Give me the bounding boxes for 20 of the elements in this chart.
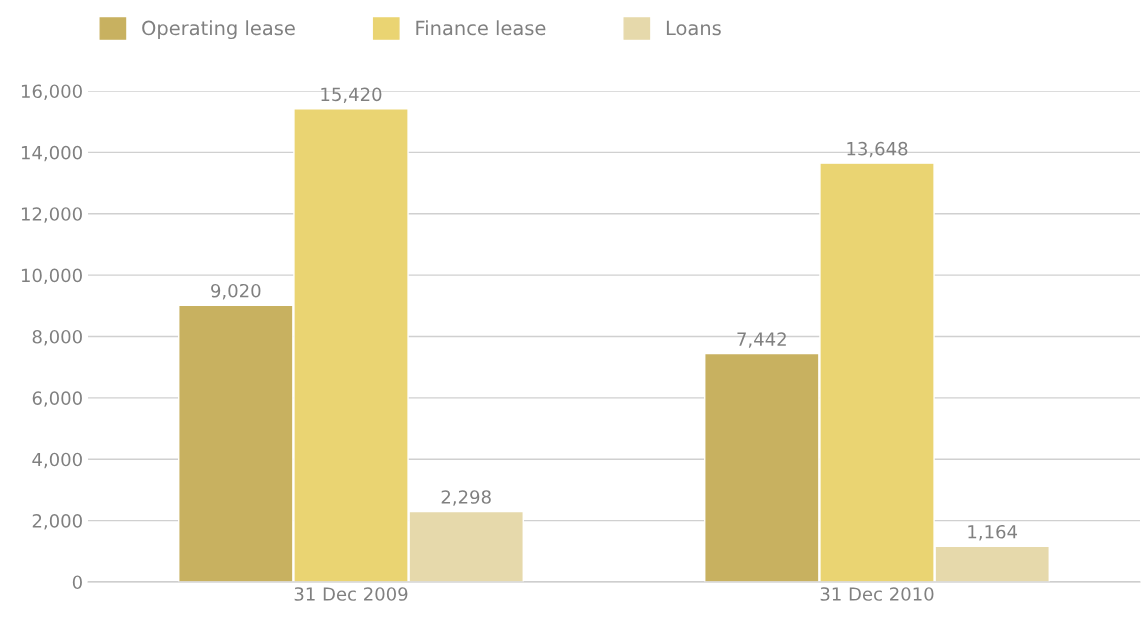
y-tick-label: 12,000 [21,207,82,223]
y-tick-label: 6,000 [32,391,82,407]
legend-label: Operating lease [142,20,295,40]
x-tick-label: 31 Dec 2009 [294,587,408,601]
legend-label: Finance lease [416,20,546,36]
data-label: 9,020 [211,283,261,300]
data-label: 13,648 [847,141,908,158]
data-label: 7,442 [737,332,786,348]
y-tick-label: 0 [72,575,82,590]
data-label: 2,298 [441,490,491,506]
legend-label: Loans [666,20,721,36]
y-tick-label: 10,000 [21,268,82,285]
y-tick-label: 8,000 [32,329,82,346]
data-label: 1,164 [968,524,1018,541]
y-tick-label: 16,000 [21,84,82,100]
y-tick-label: 14,000 [21,145,82,162]
x-tick-label: 31 Dec 2010 [820,587,934,601]
data-label: 15,420 [321,87,382,103]
y-tick-label: 2,000 [32,514,82,530]
y-tick-label: 4,000 [32,452,82,469]
